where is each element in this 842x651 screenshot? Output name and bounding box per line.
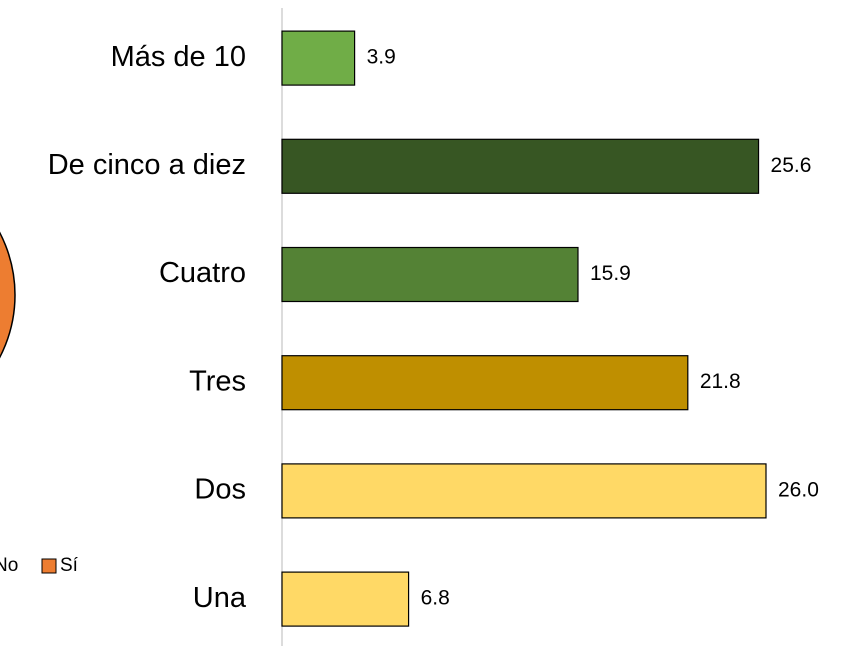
legend-swatch xyxy=(41,558,57,574)
bar xyxy=(281,138,760,194)
data-label: 26.0 xyxy=(778,478,819,501)
data-label: 15.9 xyxy=(590,262,631,285)
pie-fragment xyxy=(0,231,16,359)
y-tick-label: Más de 10 xyxy=(111,41,246,73)
bar xyxy=(281,246,579,303)
bar xyxy=(281,355,689,411)
y-tick-label: Cuatro xyxy=(159,257,246,289)
legend-label: Sí xyxy=(60,555,79,576)
bar xyxy=(281,30,356,86)
data-label: 25.6 xyxy=(771,154,812,177)
data-label: 3.9 xyxy=(367,46,396,69)
y-tick-label: Tres xyxy=(189,365,246,397)
data-label: 21.8 xyxy=(700,370,741,393)
legend-label: No xyxy=(0,555,18,576)
y-tick-label: Una xyxy=(193,582,247,614)
y-tick-label: De cinco a diez xyxy=(48,149,246,181)
data-label: 6.8 xyxy=(421,587,450,610)
bar xyxy=(281,463,767,519)
y-tick-label: Dos xyxy=(194,474,246,506)
bar xyxy=(281,571,410,627)
